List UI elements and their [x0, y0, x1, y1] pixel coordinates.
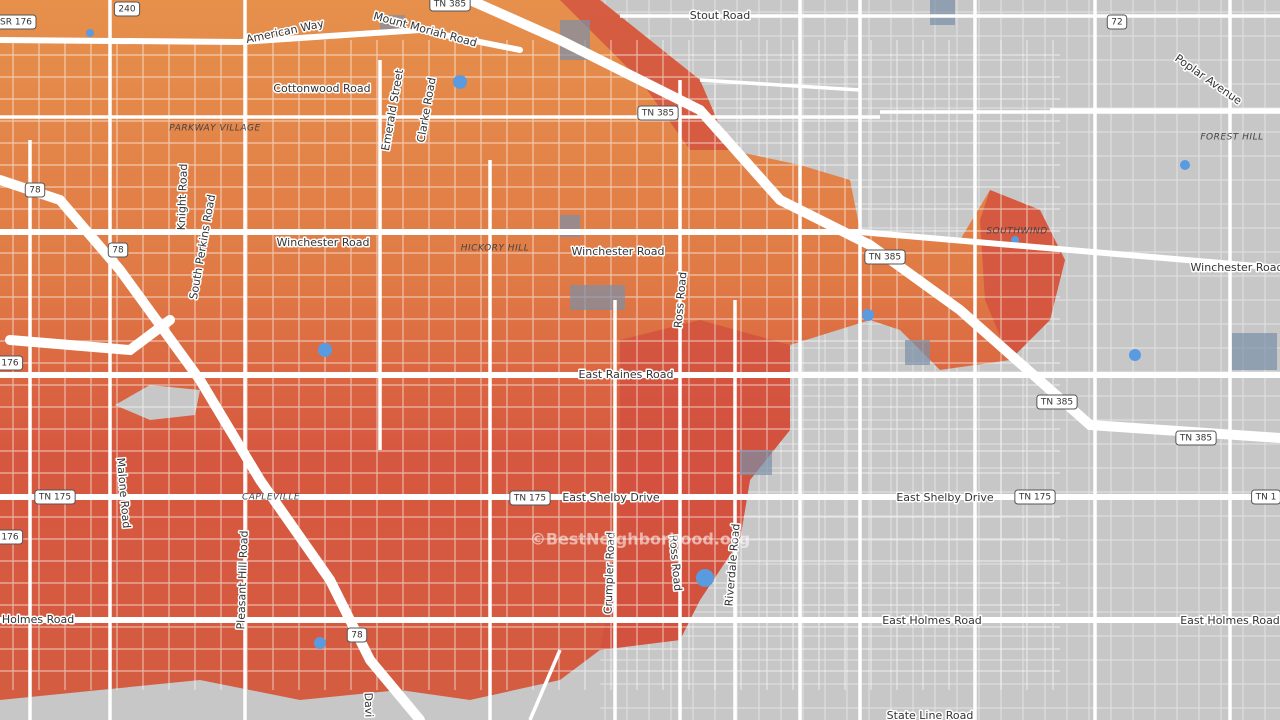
shield-box [1036, 394, 1078, 410]
shield-label: TN 385 [868, 253, 901, 263]
shield-label: 78 [351, 631, 363, 641]
shield-label: TN 385 [433, 0, 466, 10]
shield-label: 176 [1, 359, 18, 369]
shield-box [0, 355, 24, 371]
route-shield: 176 [0, 355, 24, 371]
shield-box [24, 182, 46, 198]
route-shield: TN 385 [637, 105, 679, 121]
route-shield: TN 1 [1251, 489, 1280, 505]
road-label: Winchester Road [277, 236, 370, 249]
shield-label: TN 385 [1179, 434, 1212, 444]
shield-box [346, 627, 368, 643]
route-shield: TN 175 [509, 490, 551, 506]
route-shield: TN 175 [1014, 489, 1056, 505]
shield-box [0, 14, 37, 30]
route-shield: TN 385 [1036, 394, 1078, 410]
route-shield: 78 [107, 242, 129, 258]
shield-label: 72 [1111, 18, 1122, 28]
shield-label: TN 385 [641, 109, 674, 119]
shield-label: 176 [1, 533, 18, 543]
road-label: State Line Road [887, 709, 974, 720]
road-label: East Shelby Drive [562, 491, 660, 504]
shield-label: 240 [118, 5, 135, 15]
streets [0, 40, 1060, 690]
shield-box [1175, 430, 1217, 446]
shield-box [34, 489, 76, 505]
shield-label: 78 [112, 246, 124, 256]
road-label: Crumpler Road [602, 532, 618, 615]
shield-label: TN 175 [1018, 493, 1051, 503]
shield-box [1014, 489, 1056, 505]
road-label: Winchester Road [572, 245, 665, 258]
water [86, 29, 1190, 649]
watermark: ©BestNeighborhood.org [530, 530, 750, 549]
road-label: East Holmes Road [882, 614, 982, 627]
route-shield: TN 175 [34, 489, 76, 505]
road-label: East Raines Road [579, 368, 674, 381]
road-label: Knight Road [175, 163, 190, 230]
road-label: Davi [362, 692, 376, 717]
place-label: SOUTHWIND [986, 227, 1047, 237]
place-label: FOREST HILL [1200, 133, 1263, 143]
shield-box [864, 249, 906, 265]
road-label: Pleasant Hill Road [234, 530, 250, 629]
road-label: East Shelby Drive [896, 491, 994, 504]
shield-box [107, 242, 129, 258]
shield-box [429, 0, 471, 12]
road-label: Holmes Road [2, 613, 74, 626]
shield-box [0, 529, 24, 545]
route-shield: 78 [346, 627, 368, 643]
route-shield: 176 [0, 529, 24, 545]
shield-box [509, 490, 551, 506]
route-shield: TN 385 [429, 0, 471, 12]
place-label: CAPLEVILLE [242, 493, 300, 503]
shield-label: TN 175 [38, 493, 71, 503]
route-shield: SR 176 [0, 14, 37, 30]
place-label: PARKWAY VILLAGE [169, 124, 260, 134]
shield-label: TN 385 [1040, 398, 1073, 408]
road-label: Cottonwood Road [273, 82, 370, 95]
shield-box [637, 105, 679, 121]
shield-box [1251, 489, 1280, 505]
shield-label: 78 [29, 186, 41, 196]
route-shield: 240 [113, 1, 141, 17]
route-shield: TN 385 [1175, 430, 1217, 446]
road-label: Stout Road [690, 9, 750, 22]
road-label: Winchester Road [1191, 261, 1280, 274]
shield-box [1106, 14, 1128, 30]
shield-label: TN 1 [1255, 493, 1277, 503]
shield-label: SR 176 [0, 18, 32, 28]
route-shield: 72 [1106, 14, 1128, 30]
place-label: HICKORY HILL [461, 244, 530, 254]
route-shield: TN 385 [864, 249, 906, 265]
shield-box [113, 1, 141, 17]
road-label: East Holmes Road [1180, 614, 1280, 627]
shield-label: TN 175 [513, 494, 546, 504]
route-shield: 78 [24, 182, 46, 198]
